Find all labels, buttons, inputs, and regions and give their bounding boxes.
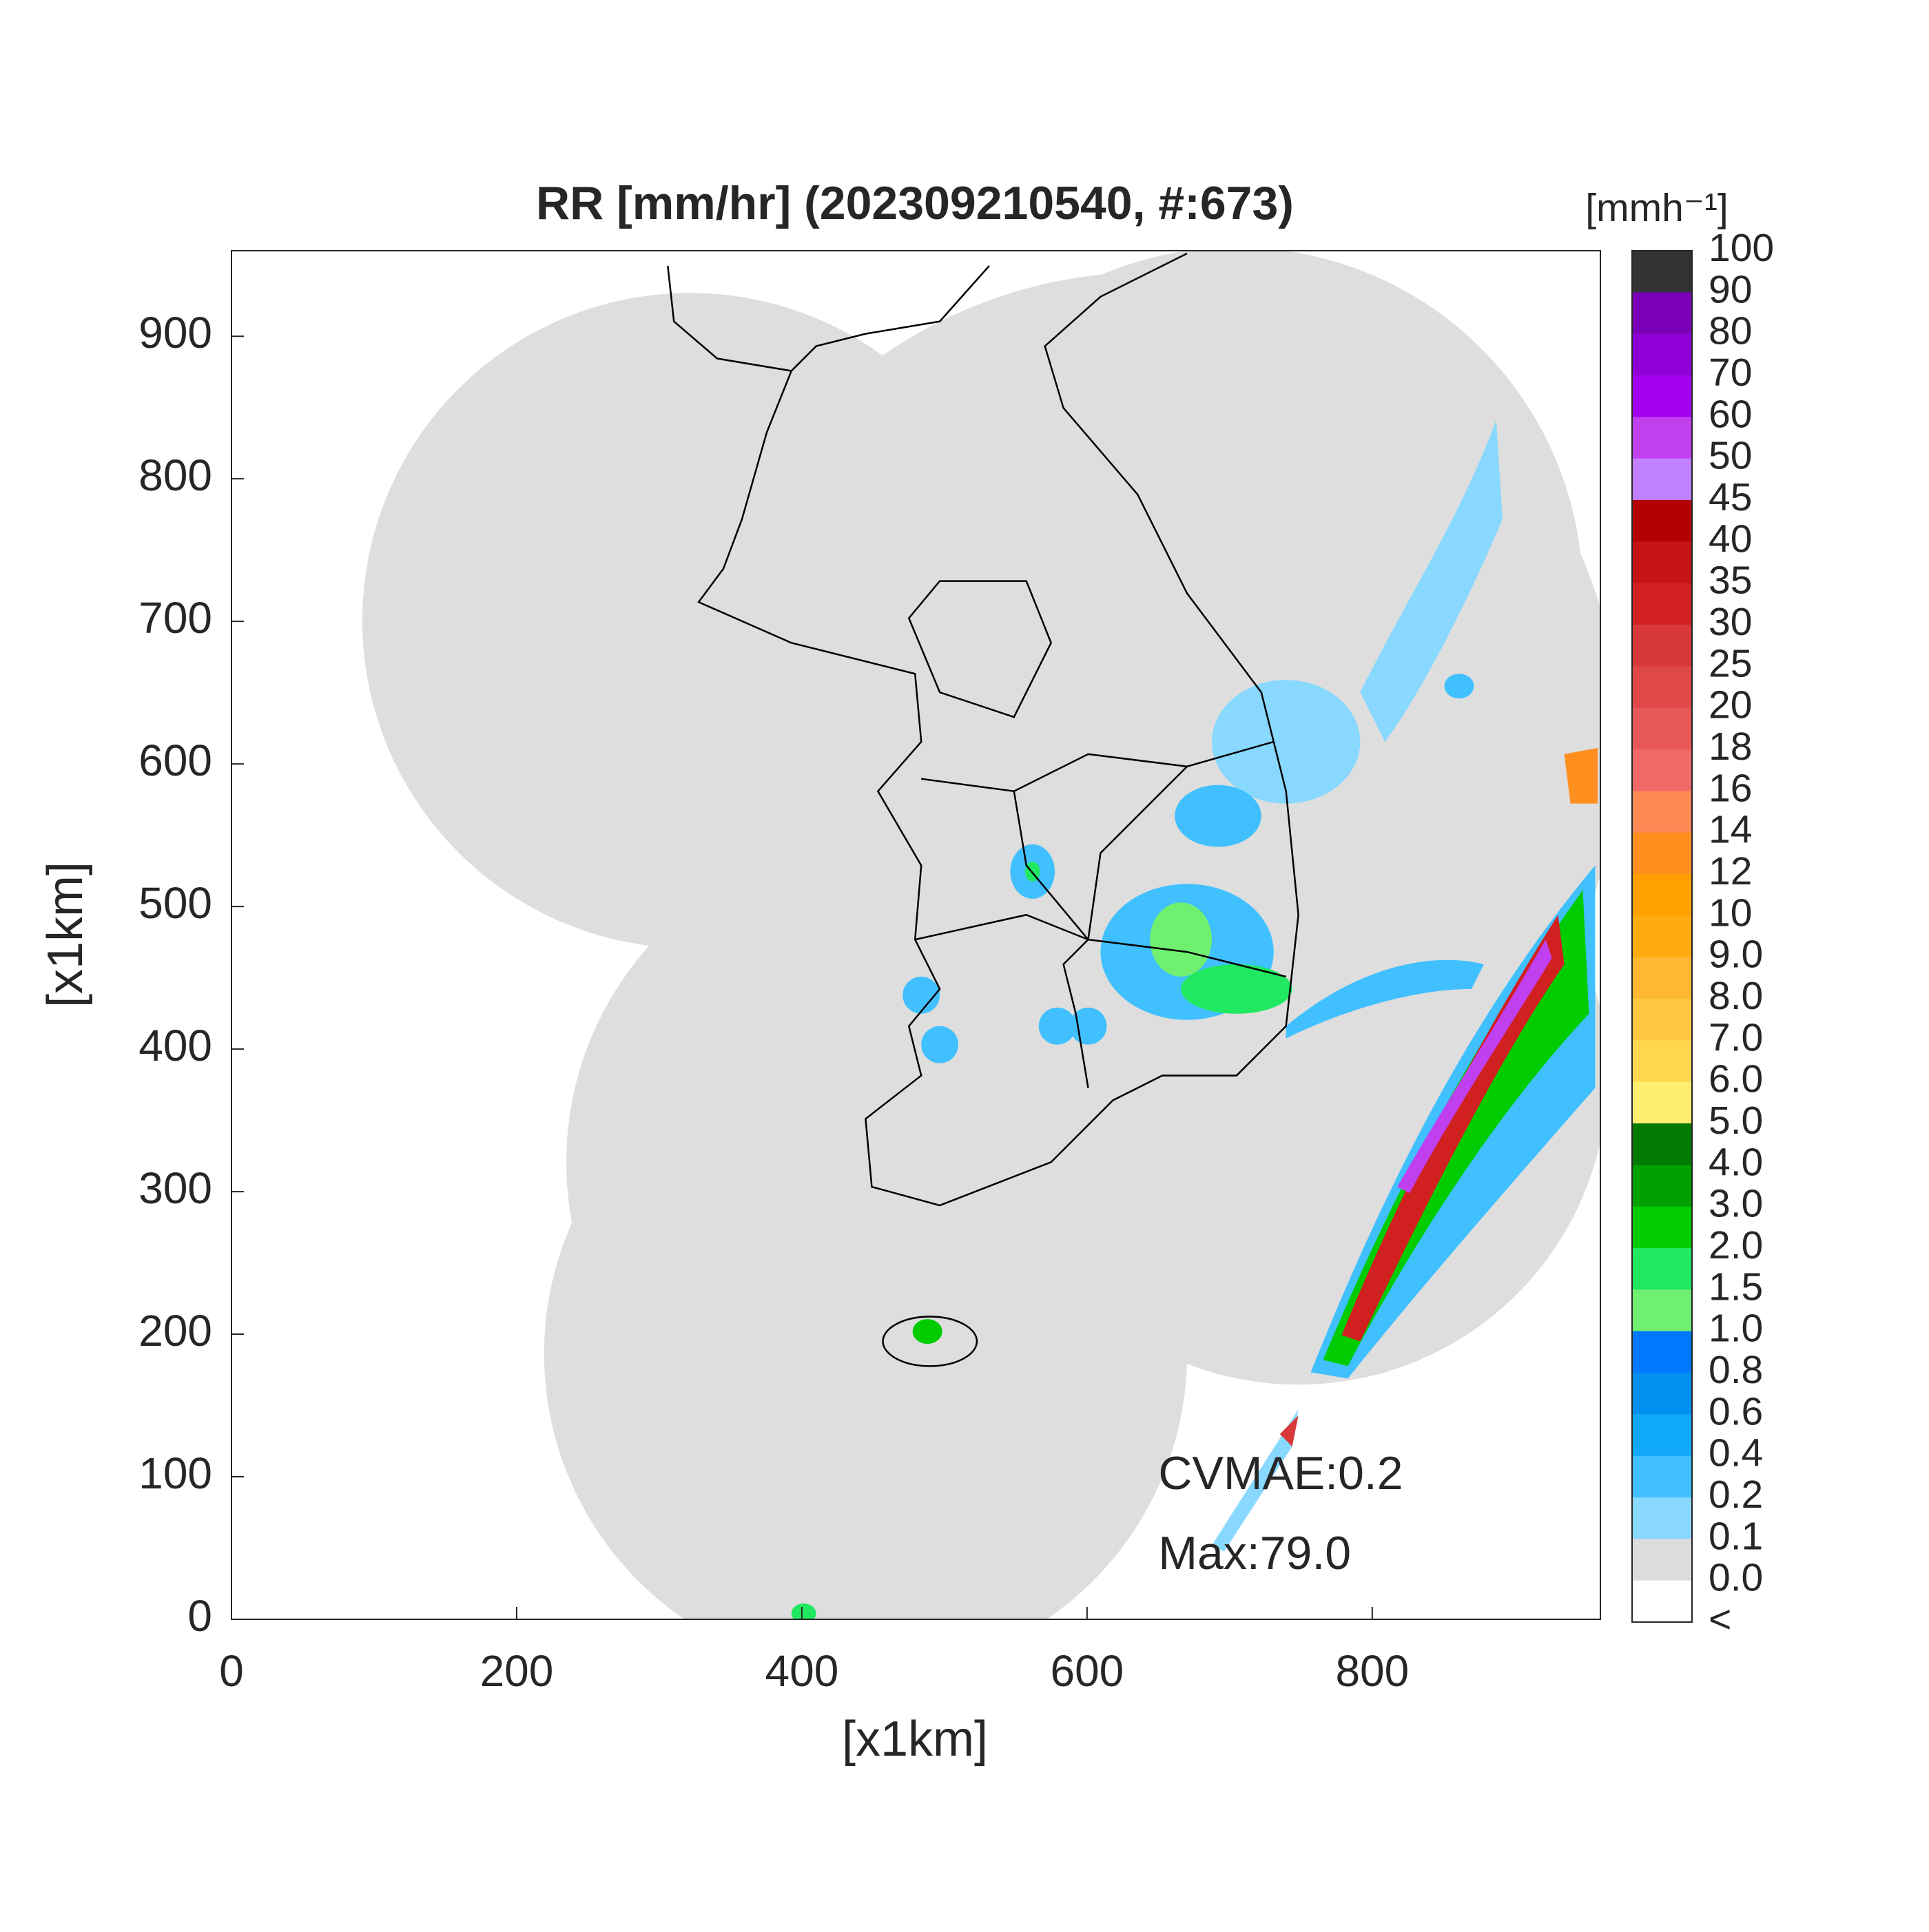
x-tick-label: 0 [219, 1646, 244, 1696]
colorbar-label: 4.0 [1709, 1140, 1763, 1184]
colorbar-label: 90 [1709, 267, 1752, 311]
colorbar-bin [1632, 707, 1692, 750]
x-tick-label: 600 [1050, 1646, 1124, 1696]
y-tick-label: 300 [138, 1163, 212, 1213]
colorbar-bin [1632, 915, 1692, 958]
colorbar-bin [1632, 874, 1692, 916]
colorbar-bin [1632, 1373, 1692, 1415]
colorbar-label: 5.0 [1709, 1099, 1763, 1143]
precipitation [791, 420, 1598, 1620]
colorbar-label: 35 [1709, 559, 1752, 603]
colorbar-unit: [mmh⁻¹] [1585, 186, 1728, 230]
colorbar-bin [1632, 541, 1692, 584]
colorbar-bin [1632, 1580, 1692, 1623]
colorbar-label: 70 [1709, 351, 1752, 395]
y-tick-label: 0 [187, 1591, 212, 1641]
x-tick-label: 400 [765, 1646, 839, 1696]
y-tick-label: 100 [138, 1448, 212, 1498]
colorbar-label: 0.8 [1709, 1348, 1763, 1392]
y-tick-label: 600 [138, 736, 212, 785]
colorbar-label: 40 [1709, 517, 1752, 561]
colorbar-label: 0.6 [1709, 1389, 1763, 1433]
colorbar-bin [1632, 417, 1692, 459]
colorbar-bin [1632, 583, 1692, 625]
colorbar-bin [1632, 375, 1692, 417]
colorbar-bin [1632, 292, 1692, 335]
colorbar-label: 0.1 [1709, 1514, 1763, 1558]
colorbar-label: 50 [1709, 434, 1752, 478]
y-tick-label: 800 [138, 450, 212, 500]
colorbar-label: 3.0 [1709, 1182, 1763, 1226]
colorbar-bin [1632, 333, 1692, 376]
x-axis-label: [x1km] [842, 1712, 988, 1767]
colorbar-bin [1632, 1123, 1692, 1165]
x-tick-label: 800 [1335, 1646, 1409, 1696]
colorbar-bin [1632, 1414, 1692, 1457]
colorbar-label: 8.0 [1709, 974, 1763, 1018]
colorbar-bin [1632, 1206, 1692, 1249]
colorbar-bin [1632, 1165, 1692, 1207]
chart-title: RR [mm/hr] (202309210540, #:673) [536, 177, 1294, 229]
colorbar-label: 20 [1709, 683, 1752, 727]
colorbar-bin [1632, 832, 1692, 875]
colorbar-label: 6.0 [1709, 1057, 1763, 1101]
colorbar-label: 14 [1709, 808, 1752, 852]
plot-frame [231, 250, 1601, 1620]
colorbar-label: 10 [1709, 891, 1752, 935]
y-tick-label: 500 [138, 878, 212, 928]
map-layer [362, 251, 1600, 1620]
coastline [666, 252, 1299, 1367]
y-axis-label: [x1km] [38, 862, 93, 1008]
colorbar-bin [1632, 458, 1692, 501]
colorbar-bin [1632, 1455, 1692, 1498]
colorbar-bin [1632, 999, 1692, 1041]
y-tick-label: 900 [138, 308, 212, 357]
colorbar-label: 7.0 [1709, 1015, 1763, 1059]
annotation: Max:79.0 [1158, 1527, 1351, 1579]
colorbar-bin [1632, 1539, 1692, 1581]
y-tick-label: 400 [138, 1021, 212, 1070]
colorbar-label: 1.5 [1709, 1265, 1763, 1309]
colorbar-label: 12 [1709, 849, 1752, 893]
colorbar-label: 30 [1709, 600, 1752, 644]
colorbar-label: 18 [1709, 725, 1752, 769]
colorbar-bin [1632, 1248, 1692, 1290]
colorbar-bin [1632, 1289, 1692, 1332]
colorbar-bin [1632, 666, 1692, 709]
y-tick-label: 700 [138, 593, 212, 643]
colorbar-label: 2.0 [1709, 1223, 1763, 1267]
colorbar-label: 25 [1709, 641, 1752, 685]
colorbar-bin [1632, 749, 1692, 791]
colorbar-bin [1632, 957, 1692, 999]
colorbar-label: 1.0 [1709, 1307, 1763, 1351]
colorbar-label: < [1709, 1597, 1731, 1641]
colorbar-bin [1632, 1081, 1692, 1124]
colorbar-bin [1632, 1497, 1692, 1539]
colorbar-bin [1632, 1331, 1692, 1373]
colorbar-label: 16 [1709, 766, 1752, 810]
colorbar-bin [1632, 251, 1692, 293]
colorbar-label: 0.4 [1709, 1431, 1763, 1475]
colorbar-label: 0.0 [1709, 1556, 1763, 1600]
annotation: CVMAE:0.2 [1158, 1447, 1403, 1499]
colorbar-bin [1632, 791, 1692, 833]
x-tick-label: 200 [480, 1646, 554, 1696]
colorbar-label: 45 [1709, 475, 1752, 519]
colorbar-bin [1632, 625, 1692, 667]
y-tick-label: 200 [138, 1306, 212, 1355]
colorbar-bin [1632, 500, 1692, 542]
colorbar-frame [1631, 250, 1693, 1623]
colorbar-bin [1632, 1040, 1692, 1083]
colorbar-label: 60 [1709, 392, 1752, 436]
colorbar-label: 0.2 [1709, 1473, 1763, 1517]
colorbar-label: 9.0 [1709, 933, 1763, 977]
colorbar-label: 100 [1709, 226, 1774, 270]
colorbar-label: 80 [1709, 309, 1752, 353]
